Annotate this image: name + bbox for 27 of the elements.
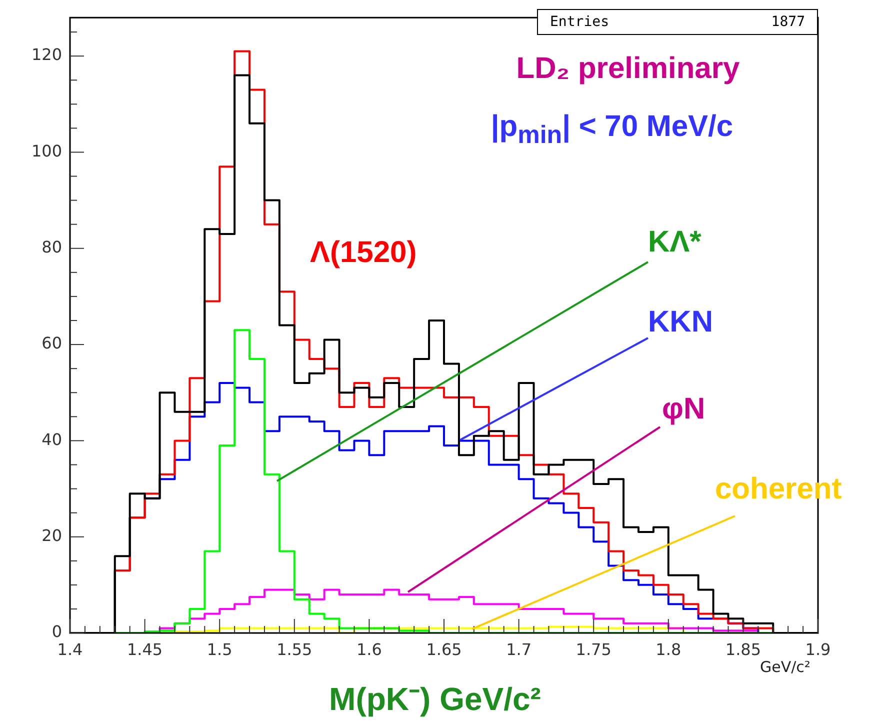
- text: LD₂ preliminary: [516, 52, 740, 86]
- text: GeV/c²: [760, 658, 810, 676]
- text: KKN: [648, 305, 713, 338]
- x-tick-label: 1.55: [276, 640, 312, 659]
- x-tick-label: 1.8: [656, 640, 682, 659]
- y-tick-label: 120: [31, 45, 62, 64]
- x-tick-label: 1.9: [805, 640, 831, 659]
- x-tick-label: 1.7: [506, 640, 532, 659]
- text: KΛ*: [648, 225, 702, 258]
- x-tick-label: 1.5: [206, 640, 232, 659]
- y-tick-label: 80: [42, 238, 62, 257]
- x-tick-label: 1.4: [57, 640, 83, 659]
- x-tick-label: 1.75: [576, 640, 612, 659]
- text: Entries 1877: [550, 14, 805, 30]
- annotation: Λ(1520): [310, 236, 417, 270]
- x-tick-label: 1.6: [356, 640, 382, 659]
- y-tick-label: 60: [42, 334, 62, 353]
- y-tick-label: 20: [42, 526, 62, 545]
- text: |p$_{min}$| < 70 MeV/c: [490, 110, 734, 150]
- x-tick-label: 1.65: [426, 640, 462, 659]
- x-axis-title: M(pK⁻) GeV/c²: [329, 680, 541, 719]
- x-tick-label: 1.45: [126, 640, 163, 659]
- y-tick-label: 0: [52, 622, 62, 642]
- y-tick-label: 100: [31, 141, 62, 160]
- y-tick-label: 40: [42, 430, 62, 449]
- text: φN: [662, 392, 706, 426]
- x-tick-label: 1.85: [725, 640, 762, 659]
